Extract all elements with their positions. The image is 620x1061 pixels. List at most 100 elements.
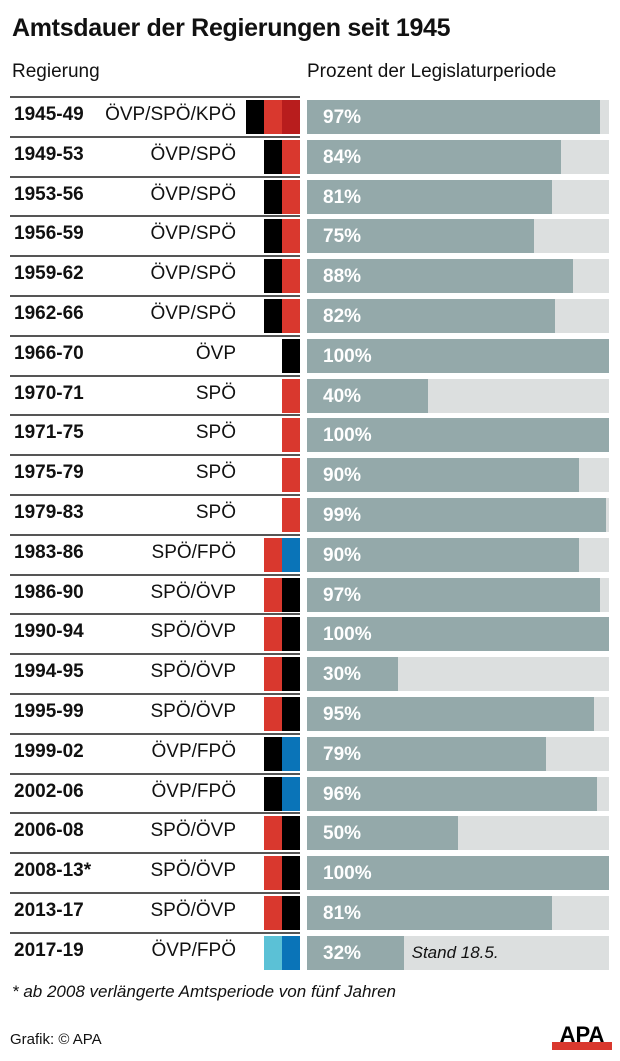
- table-row: 1979-83 SPÖ 99%: [0, 494, 620, 534]
- table-row: 1995-99 SPÖ/ÖVP 95%: [0, 693, 620, 733]
- party-block: [264, 935, 282, 970]
- bar: [307, 458, 579, 493]
- row-years: 2017-19: [14, 939, 84, 961]
- bar-track: 50%: [307, 816, 609, 851]
- table-row: 2002-06 ÖVP/FPÖ 96%: [0, 772, 620, 813]
- row-divider: [10, 573, 300, 576]
- row-divider: [10, 414, 300, 417]
- row-government: SPÖ: [195, 502, 236, 523]
- row-government: ÖVP/SPÖ/KPÖ: [105, 104, 236, 125]
- row-divider: [10, 732, 300, 735]
- bar-note: Stand 18.5.: [411, 942, 499, 962]
- party-block: [282, 577, 300, 612]
- bar-label: 95%: [323, 704, 362, 725]
- party-block: [264, 617, 282, 652]
- row-divider: [10, 931, 300, 934]
- bar-label: 82%: [323, 306, 362, 327]
- party-block: [282, 378, 300, 413]
- bar-track: 100%: [307, 617, 609, 652]
- bar: [307, 179, 552, 214]
- row-government: ÖVP/FPÖ: [151, 939, 236, 961]
- row-divider: [10, 693, 300, 695]
- bar: [307, 697, 594, 731]
- bar-label: 97%: [323, 584, 362, 606]
- table-row: 1945-49 ÖVP/SPÖ/KPÖ 97%: [0, 96, 620, 136]
- party-block: [264, 299, 282, 333]
- row-years: 1983-86: [14, 541, 84, 563]
- row-government: SPÖ/FPÖ: [151, 541, 236, 563]
- party-color-blocks: [246, 100, 300, 134]
- row-government: SPÖ/ÖVP: [150, 820, 236, 842]
- row-government: ÖVP/SPÖ: [150, 183, 236, 205]
- row-government: ÖVP/FPÖ: [151, 780, 236, 802]
- bar-track: 82%: [307, 299, 609, 333]
- table-row: 1966-70 ÖVP 100%: [0, 334, 620, 375]
- bar-track: 30%: [307, 657, 609, 692]
- row-years: 1959-62: [14, 263, 84, 285]
- party-color-blocks: [264, 736, 300, 771]
- row-years: 1953-56: [14, 183, 84, 205]
- party-block: [282, 697, 300, 731]
- bar-track: 97%: [307, 577, 609, 612]
- party-block: [282, 458, 300, 493]
- party-color-blocks: [264, 896, 300, 930]
- bar-track: 81%: [307, 896, 609, 930]
- party-block: [264, 577, 282, 612]
- party-block: [282, 856, 300, 891]
- row-government: ÖVP: [195, 342, 236, 364]
- row-government: ÖVP/SPÖ: [150, 143, 236, 165]
- row-divider: [10, 812, 300, 815]
- row-years: 1949-53: [14, 143, 84, 165]
- bar: [307, 657, 398, 692]
- bar: [307, 299, 555, 333]
- row-years: 1956-59: [14, 223, 84, 245]
- party-block: [246, 100, 264, 134]
- bar-label: 97%: [323, 107, 362, 128]
- party-block: [264, 896, 282, 930]
- party-color-blocks: [264, 816, 300, 851]
- row-years: 2002-06: [14, 780, 84, 802]
- party-block: [282, 537, 300, 572]
- party-block: [264, 537, 282, 572]
- table-row: 2008-13* SPÖ/ÖVP 100%: [0, 852, 620, 892]
- table-row: 1999-02 ÖVP/FPÖ 79%: [0, 732, 620, 773]
- bar-label: 40%: [323, 385, 362, 407]
- bar: [307, 896, 552, 930]
- row-divider: [10, 334, 300, 337]
- bar: [307, 935, 404, 970]
- bar-label: 100%: [323, 425, 372, 447]
- party-color-blocks: [264, 697, 300, 731]
- party-color-blocks: [264, 657, 300, 692]
- bar-label: 84%: [323, 146, 362, 168]
- party-block: [264, 100, 282, 134]
- row-divider: [10, 613, 300, 616]
- party-color-blocks: [282, 458, 300, 493]
- row-divider: [10, 653, 300, 656]
- row-government: SPÖ: [195, 422, 236, 444]
- bar-track: 40%: [307, 378, 609, 413]
- bar-label: 96%: [323, 783, 362, 805]
- bar: [307, 776, 597, 811]
- bar-track: 97%: [307, 100, 609, 134]
- party-block: [264, 736, 282, 771]
- bar-label: 32%: [323, 942, 362, 964]
- party-color-blocks: [282, 418, 300, 453]
- row-government: SPÖ/ÖVP: [150, 581, 236, 603]
- row-divider: [10, 295, 300, 297]
- row-government: ÖVP/SPÖ: [150, 263, 236, 285]
- bar: [307, 100, 600, 134]
- table-row: 1962-66 ÖVP/SPÖ 82%: [0, 295, 620, 335]
- row-government: SPÖ/ÖVP: [150, 621, 236, 643]
- party-block: [282, 657, 300, 692]
- row-years: 1971-75: [14, 422, 84, 444]
- party-color-blocks: [264, 139, 300, 174]
- row-government: SPÖ: [195, 382, 236, 404]
- party-block: [264, 219, 282, 254]
- party-block: [264, 139, 282, 174]
- row-government: SPÖ/ÖVP: [150, 701, 236, 722]
- row-years: 1995-99: [14, 701, 84, 722]
- bar-track: 99%: [307, 498, 609, 532]
- footnote: * ab 2008 verlängerte Amtsperiode von fü…: [12, 982, 397, 1001]
- party-color-blocks: [264, 299, 300, 333]
